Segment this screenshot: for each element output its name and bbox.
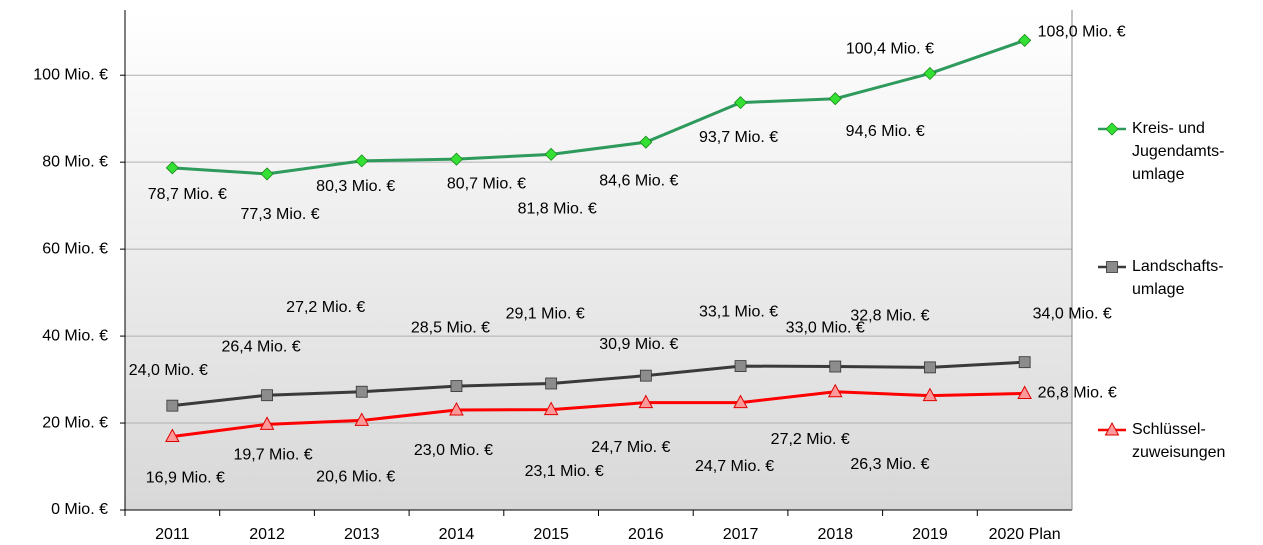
marker: [166, 399, 179, 412]
marker: [827, 383, 843, 398]
marker: [1105, 122, 1119, 136]
marker: [733, 96, 748, 110]
marker: [165, 428, 180, 443]
legend-label: Schlüssel-zuweisungen: [1132, 421, 1226, 461]
x-tick-label: 2015: [533, 526, 569, 543]
data-label: 34,0 Mio. €: [1033, 305, 1112, 322]
data-label: 26,8 Mio. €: [1038, 385, 1117, 402]
x-tick-label: 2013: [344, 526, 380, 543]
data-label: 100,4 Mio. €: [846, 41, 934, 58]
data-label: 24,0 Mio. €: [129, 362, 208, 379]
legend-label: Kreis- und Jugendamts-umlage: [1132, 120, 1225, 183]
marker: [449, 401, 464, 416]
marker: [260, 167, 274, 181]
data-label: 24,7 Mio. €: [591, 439, 670, 456]
marker: [355, 385, 368, 398]
data-label: 108,0 Mio. €: [1038, 24, 1126, 41]
marker: [1104, 421, 1120, 436]
marker: [1017, 385, 1032, 399]
marker: [354, 412, 370, 426]
data-label: 26,3 Mio. €: [850, 456, 929, 473]
data-label: 27,2 Mio. €: [286, 299, 365, 316]
data-label: 84,6 Mio. €: [599, 172, 678, 189]
y-tick-label: 20 Mio. €: [42, 414, 108, 431]
y-tick-label: 100 Mio. €: [33, 66, 108, 83]
marker: [261, 389, 273, 402]
x-tick-label: 2020 Plan: [989, 526, 1061, 543]
marker: [544, 147, 558, 161]
y-tick-label: 80 Mio. €: [42, 153, 108, 170]
data-label: 80,7 Mio. €: [447, 175, 526, 192]
data-label: 27,2 Mio. €: [771, 431, 850, 448]
data-label: 20,6 Mio. €: [316, 469, 395, 486]
marker: [450, 380, 463, 392]
data-label: 80,3 Mio. €: [316, 178, 395, 195]
data-label: 77,3 Mio. €: [240, 206, 319, 223]
y-tick-label: 60 Mio. €: [42, 240, 108, 257]
data-label: 28,5 Mio. €: [411, 319, 490, 336]
x-tick-label: 2012: [249, 526, 285, 543]
legend-label: Landschafts-umlage: [1132, 258, 1224, 298]
x-tick-label: 2014: [439, 526, 475, 543]
marker: [734, 360, 747, 372]
x-tick-label: 2017: [723, 526, 759, 543]
marker: [828, 92, 842, 106]
data-label: 19,7 Mio. €: [233, 447, 312, 464]
series-line: [172, 360, 1025, 408]
data-label: 23,1 Mio. €: [525, 463, 604, 480]
data-label: 26,4 Mio. €: [221, 338, 300, 355]
marker: [829, 360, 842, 373]
marker: [1018, 33, 1032, 48]
marker: [1106, 261, 1118, 273]
data-label: 30,9 Mio. €: [599, 336, 678, 353]
plot-area: [125, 10, 1072, 510]
x-tick-label: 2018: [817, 526, 853, 543]
data-label: 93,7 Mio. €: [699, 129, 778, 146]
data-label: 78,7 Mio. €: [148, 186, 227, 203]
marker: [639, 369, 652, 382]
marker: [1018, 356, 1031, 369]
data-label: 32,8 Mio. €: [850, 308, 929, 325]
series-line: [172, 39, 1026, 176]
data-label: 16,9 Mio. €: [146, 470, 225, 487]
data-label: 33,0 Mio. €: [786, 320, 865, 337]
data-label: 23,0 Mio. €: [414, 442, 493, 459]
marker: [639, 135, 653, 149]
marker: [259, 416, 275, 430]
marker: [543, 401, 559, 416]
marker: [355, 154, 369, 168]
x-tick-label: 2019: [912, 526, 948, 543]
x-tick-label: 2016: [628, 526, 664, 543]
data-label: 94,6 Mio. €: [846, 123, 925, 140]
series-line: [172, 390, 1025, 439]
y-tick-label: 0 Mio. €: [51, 501, 108, 518]
marker: [165, 161, 179, 175]
marker: [922, 387, 938, 402]
marker: [545, 377, 558, 390]
marker: [449, 152, 464, 166]
marker: [733, 394, 748, 409]
y-tick-label: 40 Mio. €: [42, 327, 108, 344]
marker: [923, 66, 937, 81]
data-label: 29,1 Mio. €: [506, 306, 585, 323]
x-tick-label: 2011: [155, 526, 190, 543]
marker: [924, 361, 936, 374]
marker: [638, 394, 654, 409]
data-label: 81,8 Mio. €: [518, 201, 597, 218]
data-label: 24,7 Mio. €: [695, 458, 774, 475]
data-label: 33,1 Mio. €: [699, 303, 778, 320]
